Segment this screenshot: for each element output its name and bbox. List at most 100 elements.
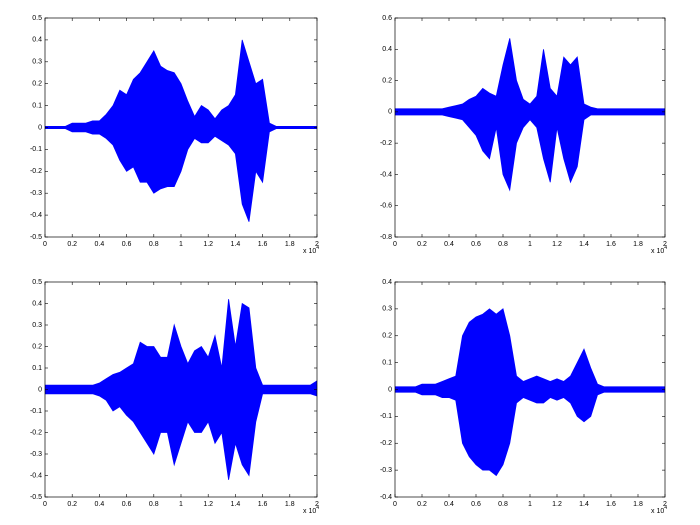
x-tick-label: 2 bbox=[663, 241, 667, 248]
x-tick-label: 0.6 bbox=[471, 241, 481, 248]
x-tick-label: 1 bbox=[179, 501, 183, 508]
x-tick-label: 0.4 bbox=[95, 241, 105, 248]
y-tick-label: -0.2 bbox=[30, 429, 42, 436]
x-tick-label: 0.8 bbox=[149, 241, 159, 248]
y-tick-label: 0.5 bbox=[32, 279, 42, 286]
y-tick-label: 0.4 bbox=[382, 279, 392, 286]
y-tick-label: 0.4 bbox=[32, 37, 42, 44]
x-offset-base: x 10 bbox=[303, 508, 316, 515]
y-tick-label: -0.5 bbox=[30, 234, 42, 241]
waveform-fill bbox=[395, 38, 665, 191]
x-tick-label: 0 bbox=[43, 241, 47, 248]
y-tick-label: -0.8 bbox=[380, 234, 392, 241]
x-tick-label: 0.2 bbox=[417, 241, 427, 248]
x-tick-label: 0 bbox=[393, 241, 397, 248]
y-tick-label: 0.3 bbox=[32, 322, 42, 329]
x-tick-label: 1 bbox=[528, 241, 532, 248]
x-offset-exponent: 4 bbox=[316, 245, 319, 251]
x-offset-text: x 104 bbox=[303, 505, 319, 515]
waveform-envelope bbox=[395, 114, 665, 192]
x-offset-text: x 104 bbox=[303, 245, 319, 255]
y-tick-label: -0.1 bbox=[380, 413, 392, 420]
y-tick-label: 0.3 bbox=[382, 306, 392, 313]
x-tick-label: 0.8 bbox=[149, 501, 159, 508]
x-tick-label: 2 bbox=[315, 501, 319, 508]
x-tick-label: 1 bbox=[179, 241, 183, 248]
waveform-fill bbox=[45, 39, 317, 222]
x-tick-label: 1.6 bbox=[258, 241, 268, 248]
waveform-envelope bbox=[45, 128, 317, 222]
y-tick-label: -0.4 bbox=[380, 494, 392, 501]
y-tick-label: -0.2 bbox=[380, 440, 392, 447]
x-tick-label: 0.6 bbox=[122, 501, 132, 508]
x-tick-label: 0.4 bbox=[444, 241, 454, 248]
y-tick-label: 0.1 bbox=[382, 359, 392, 366]
waveform-envelope bbox=[45, 39, 317, 127]
x-tick-label: 1.4 bbox=[579, 501, 589, 508]
y-tick-label: -0.5 bbox=[30, 494, 42, 501]
y-tick-label: -0.1 bbox=[30, 146, 42, 153]
x-offset-exponent: 4 bbox=[664, 505, 667, 511]
waveform-fill bbox=[45, 299, 317, 480]
x-tick-label: 1.8 bbox=[285, 241, 295, 248]
x-offset-exponent: 4 bbox=[664, 245, 667, 251]
x-tick-label: 0.6 bbox=[122, 241, 132, 248]
y-tick-label: 0 bbox=[38, 386, 42, 393]
y-tick-label: -0.4 bbox=[30, 212, 42, 219]
y-tick-label: 0.1 bbox=[32, 365, 42, 372]
x-tick-label: 0.6 bbox=[471, 501, 481, 508]
y-tick-label: 0.4 bbox=[382, 46, 392, 53]
x-tick-label: 1.6 bbox=[258, 501, 268, 508]
x-tick-label: 1.4 bbox=[579, 241, 589, 248]
plot-area bbox=[395, 18, 665, 237]
y-tick-label: 0.2 bbox=[32, 81, 42, 88]
x-tick-label: 0.8 bbox=[498, 501, 508, 508]
x-offset-text: x 104 bbox=[651, 505, 667, 515]
waveform-envelope bbox=[45, 393, 318, 480]
x-tick-label: 0.4 bbox=[444, 501, 454, 508]
y-tick-label: 0 bbox=[38, 124, 42, 131]
x-tick-label: 1.8 bbox=[633, 501, 643, 508]
x-tick-label: 1.6 bbox=[606, 501, 616, 508]
x-tick-label: 1.2 bbox=[203, 501, 213, 508]
waveform-envelope bbox=[45, 299, 318, 386]
x-tick-label: 1.6 bbox=[606, 241, 616, 248]
x-tick-label: 1.4 bbox=[231, 241, 241, 248]
y-tick-label: -0.6 bbox=[380, 203, 392, 210]
y-tick-label: 0.4 bbox=[32, 300, 42, 307]
y-tick-label: 0.6 bbox=[382, 15, 392, 22]
x-tick-label: 1 bbox=[528, 501, 532, 508]
y-tick-label: 0.2 bbox=[382, 333, 392, 340]
y-tick-label: 0.2 bbox=[382, 77, 392, 84]
x-offset-exponent: 4 bbox=[316, 505, 319, 511]
y-tick-label: 0.5 bbox=[32, 15, 42, 22]
x-tick-label: 0.2 bbox=[67, 241, 77, 248]
y-tick-label: 0.1 bbox=[32, 102, 42, 109]
x-tick-label: 0.2 bbox=[417, 501, 427, 508]
x-tick-label: 0 bbox=[393, 501, 397, 508]
y-tick-label: -0.4 bbox=[380, 171, 392, 178]
y-tick-label: -0.2 bbox=[380, 140, 392, 147]
x-tick-label: 1.8 bbox=[285, 501, 295, 508]
y-tick-label: -0.3 bbox=[30, 451, 42, 458]
x-tick-label: 0 bbox=[43, 501, 47, 508]
x-tick-label: 1.2 bbox=[552, 501, 562, 508]
y-tick-label: 0.2 bbox=[32, 343, 42, 350]
waveform-envelope bbox=[395, 38, 665, 110]
y-tick-label: -0.1 bbox=[30, 408, 42, 415]
x-tick-label: 0.8 bbox=[498, 241, 508, 248]
y-tick-label: -0.2 bbox=[30, 168, 42, 175]
y-tick-label: -0.4 bbox=[30, 472, 42, 479]
x-tick-label: 1.4 bbox=[231, 501, 241, 508]
x-tick-label: 0.2 bbox=[67, 501, 77, 508]
y-tick-label: -0.3 bbox=[30, 190, 42, 197]
x-offset-base: x 10 bbox=[651, 248, 664, 255]
x-tick-label: 1.2 bbox=[203, 241, 213, 248]
waveform-fill bbox=[395, 308, 665, 476]
x-offset-text: x 104 bbox=[651, 245, 667, 255]
x-tick-label: 2 bbox=[663, 501, 667, 508]
x-tick-label: 1.8 bbox=[633, 241, 643, 248]
y-tick-label: -0.3 bbox=[380, 467, 392, 474]
waveform-envelope bbox=[395, 391, 665, 477]
